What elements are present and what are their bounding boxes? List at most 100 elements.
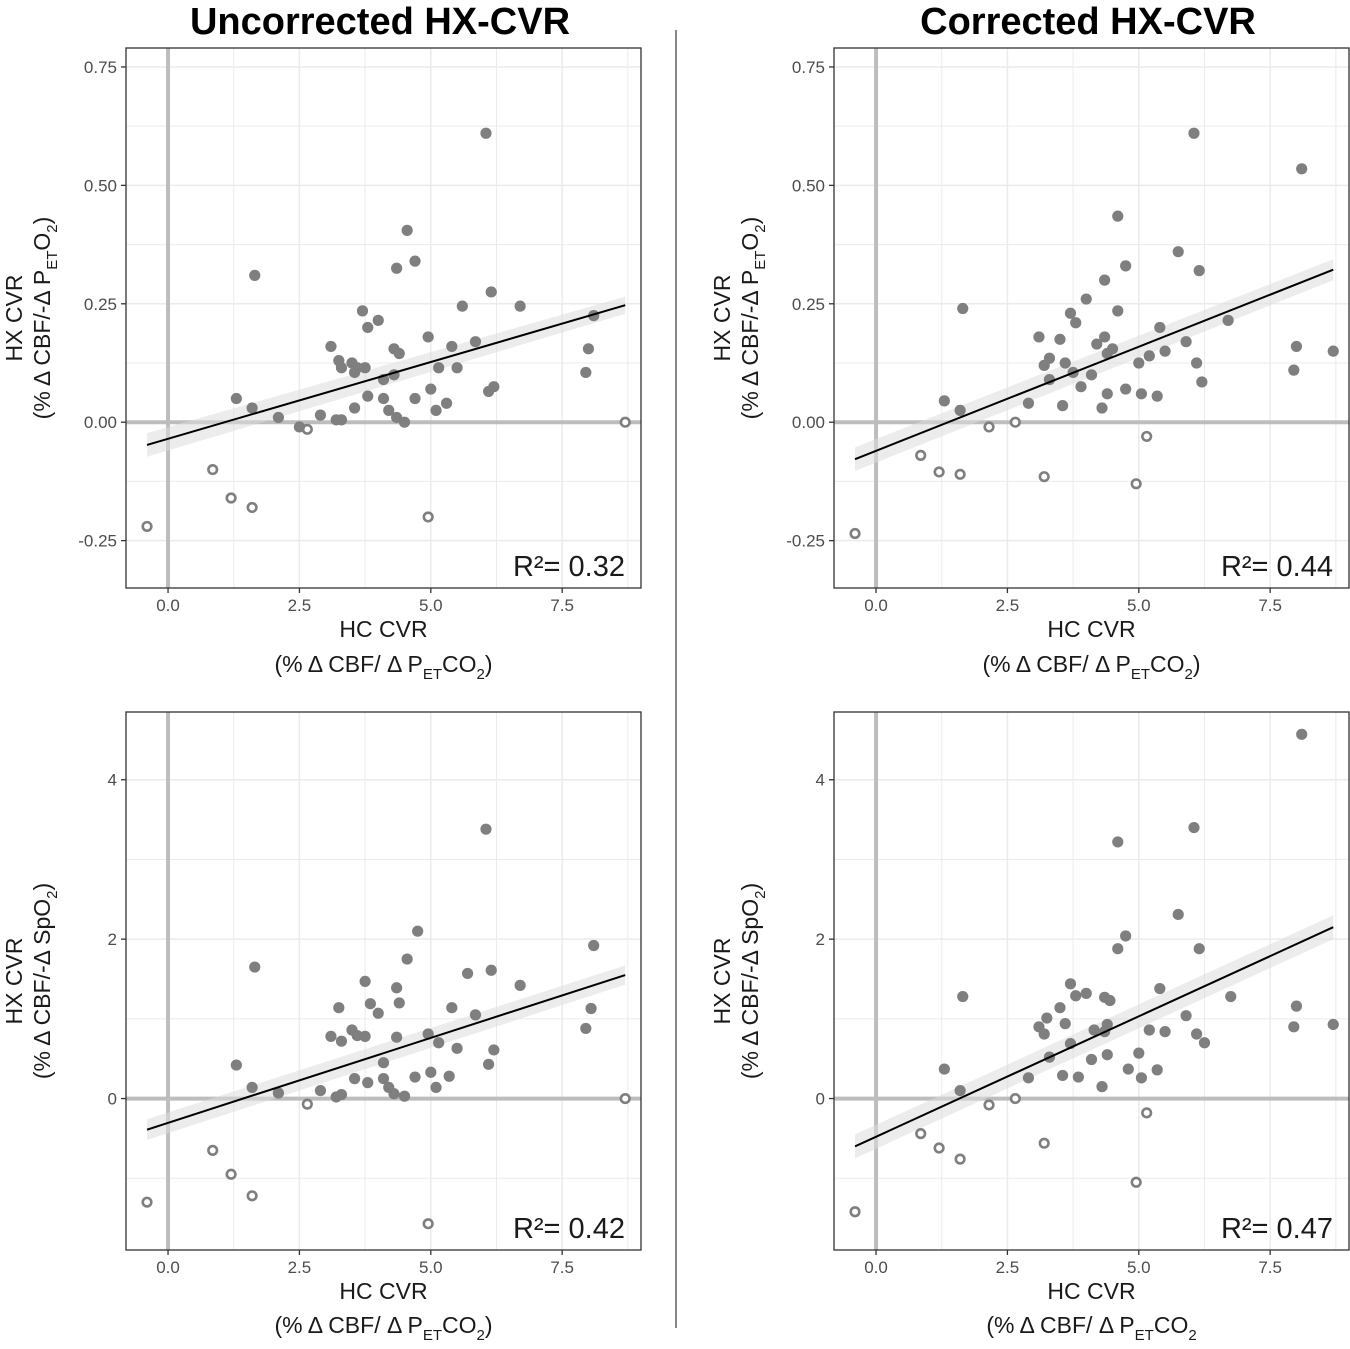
open-point xyxy=(849,1206,861,1218)
filled-point xyxy=(1135,1072,1148,1084)
filled-point xyxy=(1085,1053,1098,1066)
filled-point xyxy=(246,402,258,414)
open-point xyxy=(915,449,927,461)
filled-point xyxy=(398,416,411,428)
filled-point xyxy=(1143,1024,1155,1036)
filled-point xyxy=(1196,376,1208,388)
y-tick-label: 0.25 xyxy=(84,295,117,314)
open-point xyxy=(619,416,631,428)
open-point xyxy=(422,1218,434,1230)
filled-point xyxy=(1106,343,1119,355)
filled-point xyxy=(272,411,284,424)
filled-point xyxy=(249,269,261,281)
x-axis-unit: (% Δ CBF/ Δ PETCO2) xyxy=(274,651,492,683)
filled-point xyxy=(1191,1028,1203,1040)
filled-point xyxy=(335,1035,348,1047)
open-point xyxy=(1038,1137,1050,1149)
filled-point xyxy=(1180,336,1192,348)
filled-point xyxy=(1154,321,1166,334)
filled-point xyxy=(957,990,969,1003)
x-axis-title: HC CVR xyxy=(339,616,427,642)
filled-point xyxy=(1085,369,1098,381)
open-point xyxy=(1141,430,1153,443)
open-point xyxy=(849,527,861,540)
filled-point xyxy=(582,343,595,355)
filled-point xyxy=(1099,331,1111,343)
x-tick-label: 0.0 xyxy=(156,596,180,615)
open-point xyxy=(1009,1092,1021,1105)
y-tick-label: 0.75 xyxy=(84,58,117,77)
filled-point xyxy=(401,953,413,965)
filled-point xyxy=(1072,1071,1084,1083)
filled-point xyxy=(1112,943,1124,955)
y-tick-label: 0 xyxy=(816,1090,825,1109)
filled-point xyxy=(377,1057,390,1069)
plot-border xyxy=(125,711,642,1251)
open-point xyxy=(933,1142,945,1154)
filled-point xyxy=(1101,388,1113,400)
x-axis-title: HC CVR xyxy=(1047,616,1135,642)
regression-line xyxy=(146,974,626,1131)
filled-point xyxy=(1327,1018,1339,1031)
open-point xyxy=(983,421,995,433)
y-tick-label: 0.00 xyxy=(792,413,825,432)
open-point xyxy=(422,511,434,523)
filled-point xyxy=(393,347,405,360)
filled-point xyxy=(1288,364,1300,376)
filled-point xyxy=(1022,1072,1035,1084)
filled-point xyxy=(585,1002,597,1015)
plot-border xyxy=(125,47,642,589)
filled-point xyxy=(954,1084,966,1097)
filled-point xyxy=(230,392,242,405)
open-point xyxy=(983,1099,995,1111)
x-axis-title: HC CVR xyxy=(1047,1278,1135,1304)
filled-point xyxy=(1120,260,1132,272)
filled-point xyxy=(580,366,592,379)
filled-point xyxy=(483,1058,495,1070)
filled-point xyxy=(1112,305,1124,317)
filled-point xyxy=(1198,1037,1211,1049)
open-point xyxy=(301,1098,313,1110)
filled-point xyxy=(469,336,482,348)
filled-point xyxy=(433,1037,445,1049)
filled-point xyxy=(393,997,405,1009)
filled-point xyxy=(351,362,363,374)
filled-point xyxy=(356,305,369,317)
filled-point xyxy=(409,1071,421,1083)
open-point xyxy=(1141,1107,1153,1119)
filled-point xyxy=(412,925,424,937)
y-tick-label: -0.25 xyxy=(786,532,825,551)
x-tick-label: 7.5 xyxy=(1258,596,1282,615)
filled-point xyxy=(359,1030,371,1042)
filled-point xyxy=(1296,163,1308,175)
filled-point xyxy=(335,414,348,426)
filled-point xyxy=(1059,1018,1071,1030)
filled-point xyxy=(409,255,421,267)
open-point xyxy=(619,1092,631,1105)
filled-point xyxy=(335,1088,348,1101)
filled-point xyxy=(1043,352,1056,364)
filled-point xyxy=(1096,1081,1108,1093)
filled-point xyxy=(430,1081,442,1094)
filled-point xyxy=(1225,990,1237,1003)
plot-border xyxy=(833,47,1350,589)
filled-point xyxy=(1135,388,1148,400)
r-squared-label: R²= 0.44 xyxy=(1221,551,1333,583)
y-axis-unit: (% Δ CBF/-Δ SpO2) xyxy=(29,883,61,1079)
y-tick-label: 0.50 xyxy=(84,176,117,195)
filled-point xyxy=(461,967,474,980)
filled-point xyxy=(1133,357,1145,369)
filled-point xyxy=(391,982,403,994)
filled-point xyxy=(1193,943,1205,955)
filled-point xyxy=(1172,908,1184,921)
filled-point xyxy=(433,362,445,374)
filled-point xyxy=(1054,1002,1066,1014)
x-tick-label: 7.5 xyxy=(550,596,574,615)
filled-point xyxy=(1022,397,1035,409)
plot-border xyxy=(833,711,1350,1251)
filled-point xyxy=(588,939,600,952)
filled-point xyxy=(348,1073,361,1085)
filled-point xyxy=(1288,1021,1300,1033)
filled-point xyxy=(1180,1010,1192,1022)
open-point xyxy=(1038,471,1050,483)
